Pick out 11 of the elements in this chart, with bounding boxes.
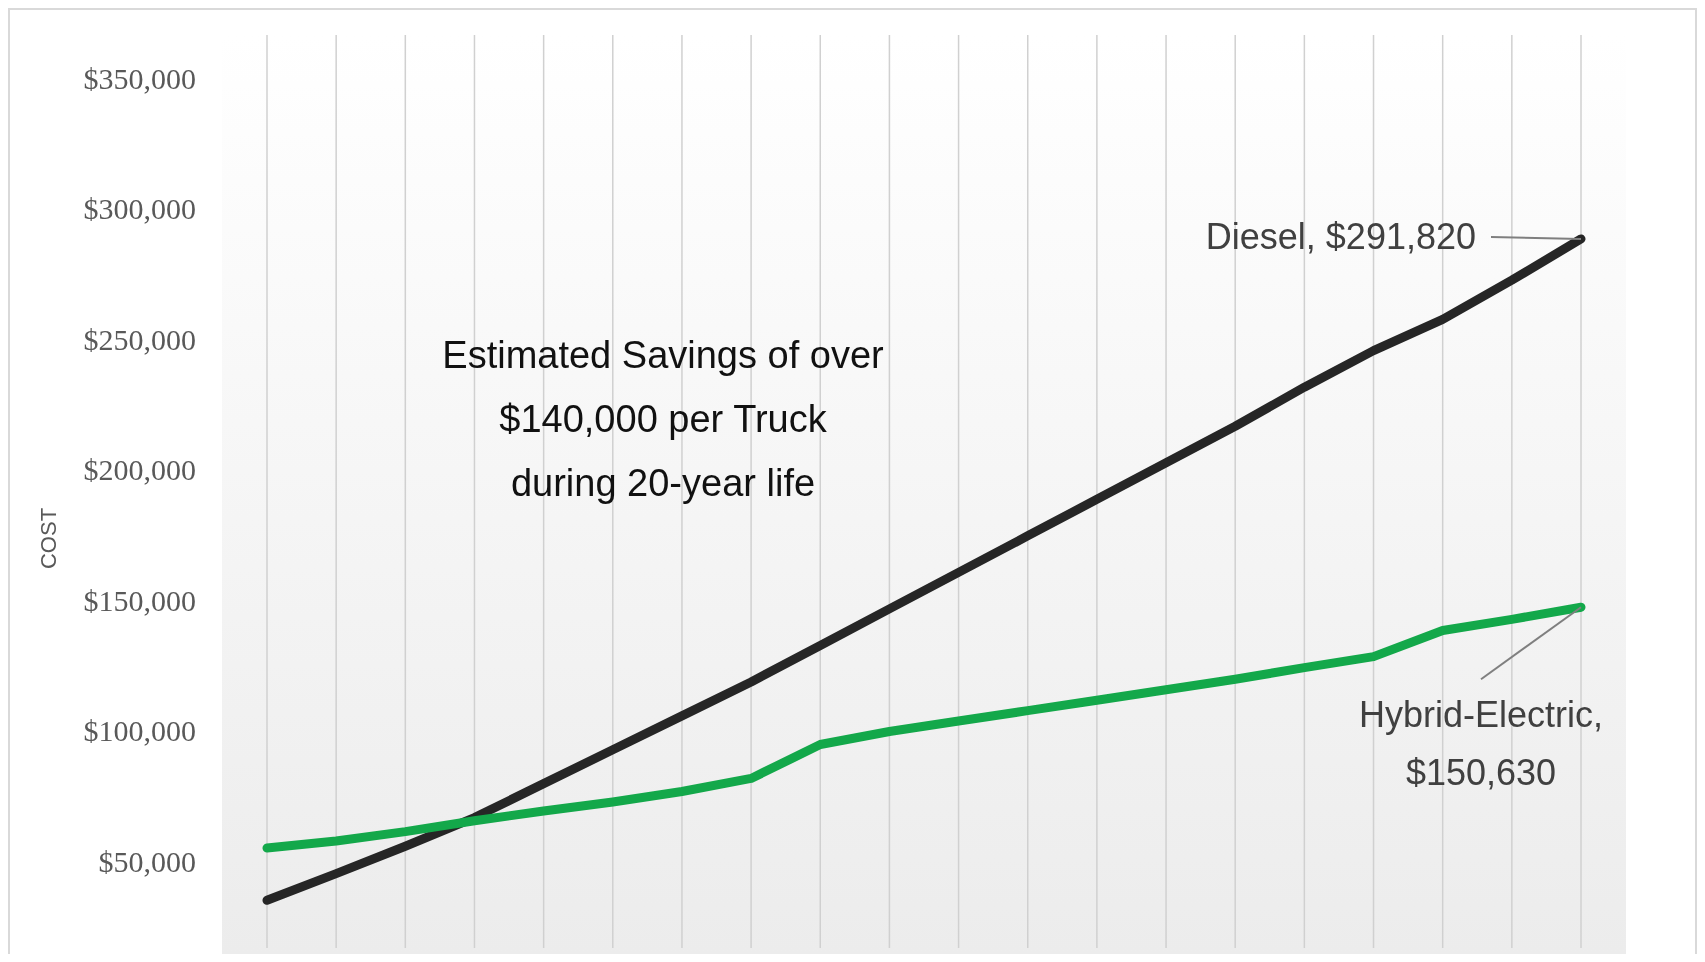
y-tick-label: $350,000 <box>83 62 196 96</box>
y-axis-title: COST <box>36 507 61 570</box>
y-tick-label: $300,000 <box>83 192 196 226</box>
annotation: Hybrid-Electric, $150,630 <box>1358 694 1604 794</box>
annotation: Diesel, $291,820 <box>1205 215 1476 257</box>
y-tick-label: $200,000 <box>83 453 196 487</box>
y-tick-label: $50,000 <box>98 844 196 878</box>
y-tick-label: $250,000 <box>83 322 196 356</box>
y-tick-label: $150,000 <box>83 583 196 617</box>
annotation: Estimated Savings of over $140,000 per Truck during 20-year life <box>442 334 885 504</box>
y-tick-label: $100,000 <box>83 714 196 748</box>
